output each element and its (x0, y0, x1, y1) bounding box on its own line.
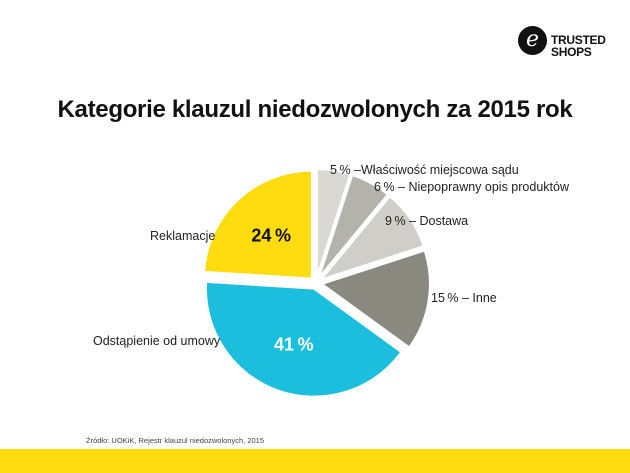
slice-label: 5 % –Właściwość miejscowa sądu (330, 163, 519, 177)
slice-percent-label: 24 % (251, 225, 291, 245)
pie-slice (315, 168, 352, 278)
logo-line-1: TRUSTED (551, 33, 606, 47)
trusted-shops-e-icon: e (518, 26, 547, 55)
pie-slice (204, 280, 403, 398)
source-note: Źródło: UOKiK, Rejestr klauzul niedozwol… (86, 436, 265, 445)
slice-label: Odstąpienie od umowy (93, 334, 221, 348)
slice-label: 6 % – Niepoprawny opis produktów (374, 180, 570, 194)
slice-label: Reklamacje (150, 229, 215, 243)
slice-label: 9 % – Dostawa (385, 214, 468, 228)
slice-label: 15 % – Inne (431, 291, 497, 305)
slice-percent-label: 41 % (274, 335, 314, 355)
logo-line-2: SHOPS (551, 45, 592, 59)
bottom-accent-bar (0, 449, 630, 473)
chart-title: Kategorie klauzul niedozwolonych za 2015… (57, 96, 573, 123)
pie-slice (317, 195, 425, 282)
pie-slice (203, 169, 313, 280)
trusted-shops-logo: e TRUSTED SHOPS (518, 26, 608, 66)
logo-text: TRUSTED SHOPS (551, 34, 606, 58)
pie-slice (319, 249, 431, 349)
pie-slice (317, 173, 390, 279)
